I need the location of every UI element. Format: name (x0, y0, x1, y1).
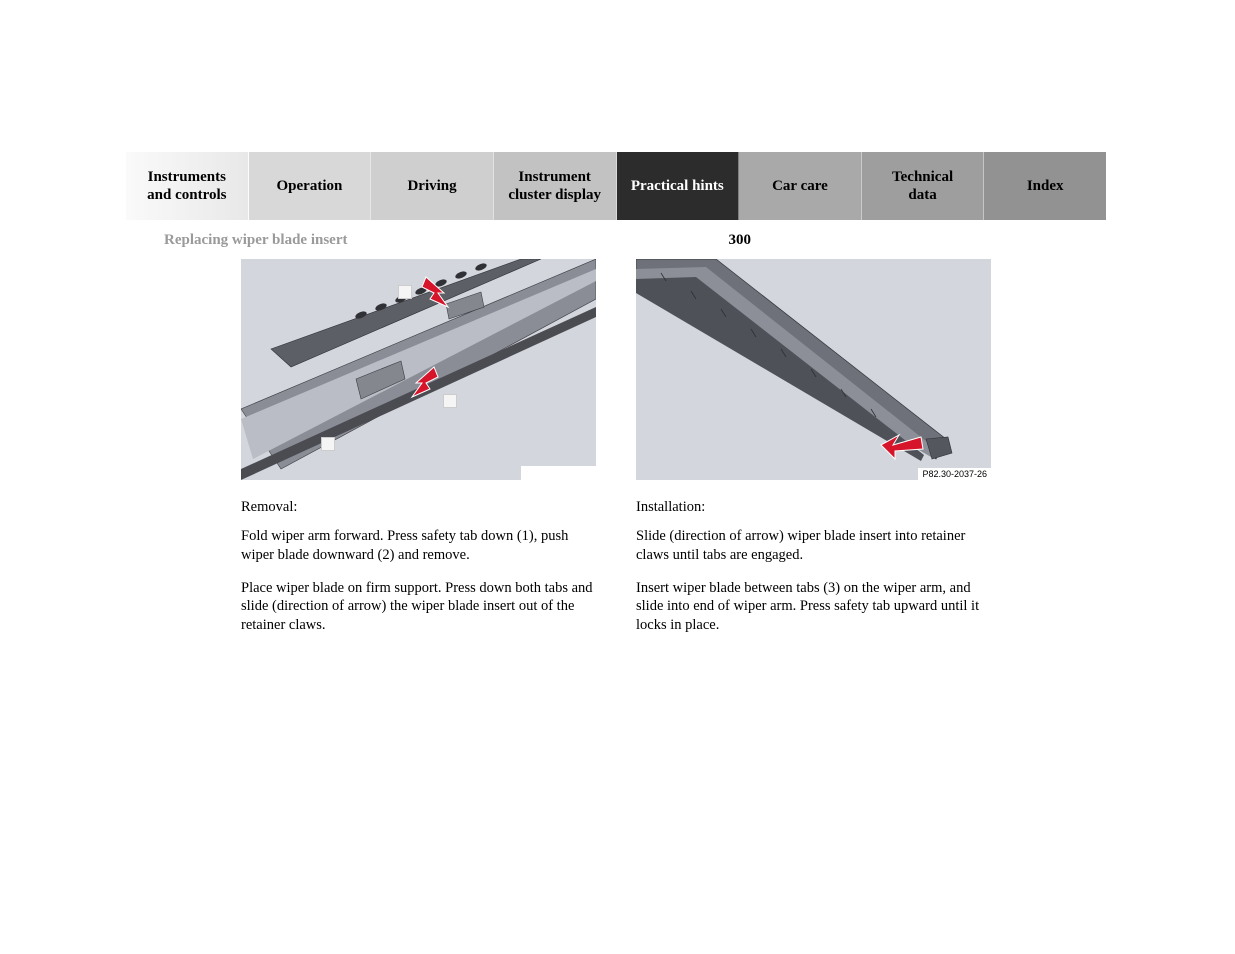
right-column: P82.30-2037-26 Installation: Slide (dire… (636, 259, 991, 649)
left-column: Removal: Fold wiper arm forward. Press s… (241, 259, 596, 649)
installation-heading: Installation: (636, 498, 991, 517)
tab-index[interactable]: Index (984, 152, 1106, 220)
figure-code: P82.30-2037-26 (918, 468, 991, 480)
page-subheader: Replacing wiper blade insert 300 (126, 220, 1106, 259)
tab-practical-hints[interactable]: Practical hints (617, 152, 740, 220)
removal-para-1: Fold wiper arm forward. Press safety tab… (241, 527, 596, 565)
installation-figure: P82.30-2037-26 (636, 259, 991, 480)
tab-operation[interactable]: Operation (249, 152, 372, 220)
callout-3-box (321, 437, 335, 451)
section-title: Replacing wiper blade insert (164, 232, 729, 249)
tab-instrument-cluster-display[interactable]: Instrument cluster display (494, 152, 617, 220)
manual-page: Instruments and controls Operation Drivi… (126, 152, 1106, 649)
tab-car-care[interactable]: Car care (739, 152, 862, 220)
tab-technical-data[interactable]: Technical data (862, 152, 985, 220)
tab-instruments-and-controls[interactable]: Instruments and controls (126, 152, 249, 220)
removal-para-2: Place wiper blade on firm support. Press… (241, 579, 596, 636)
removal-figure (241, 259, 596, 480)
chapter-tabs: Instruments and controls Operation Drivi… (126, 152, 1106, 220)
callout-1-box (398, 285, 412, 299)
page-number: 300 (729, 232, 752, 249)
installation-para-1: Slide (direction of arrow) wiper blade i… (636, 527, 991, 565)
removal-heading: Removal: (241, 498, 596, 517)
callout-2-box (443, 394, 457, 408)
removal-illustration (241, 259, 596, 480)
installation-illustration (636, 259, 991, 480)
tab-driving[interactable]: Driving (371, 152, 494, 220)
figure-code-strip (521, 466, 596, 480)
content-columns: Removal: Fold wiper arm forward. Press s… (126, 259, 1106, 649)
installation-para-2: Insert wiper blade between tabs (3) on t… (636, 579, 991, 636)
